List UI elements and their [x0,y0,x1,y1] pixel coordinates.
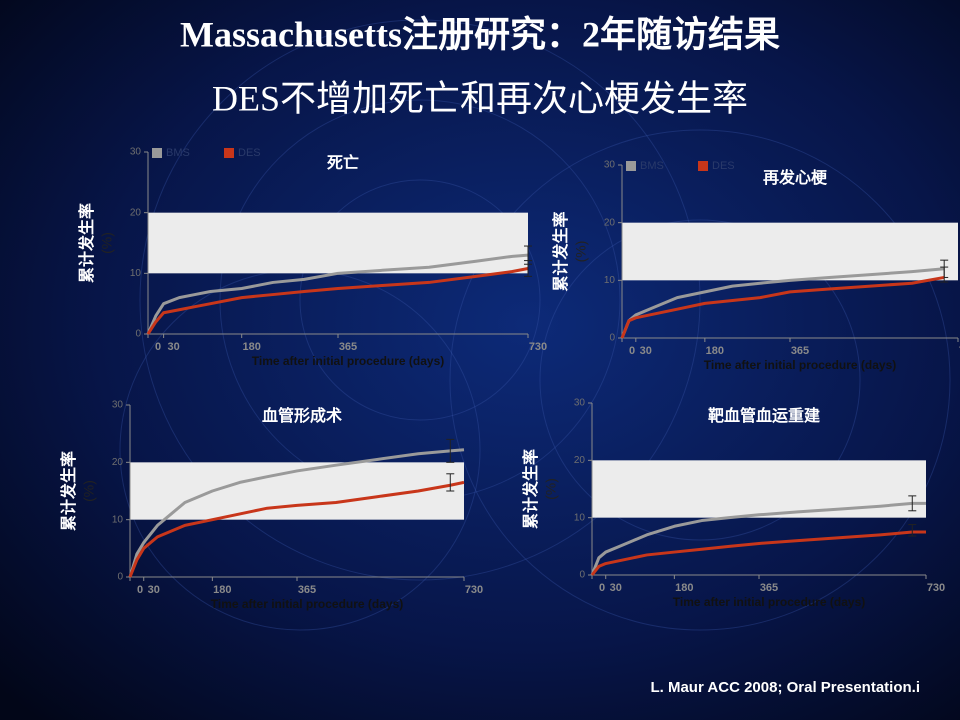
error-bar [446,473,455,492]
x-axis-label: Time after initial procedure (days) [252,354,445,368]
error-bar [940,266,949,283]
y-axis-unit: (%) [99,232,115,254]
y-tick-label: 10 [130,268,142,279]
y-axis-unit: (%) [573,241,589,263]
legend-swatch [698,161,708,171]
chart-title: 血管形成术 [262,406,342,425]
x-axis-label: Time after initial procedure (days) [704,358,897,372]
series-line [146,267,529,335]
highlight-band [148,212,528,274]
y-tick-label: 10 [112,514,124,525]
y-tick-label: 20 [112,457,124,468]
x-tick-label: 730 [529,341,547,353]
error-bar [908,524,917,537]
series-line [128,480,465,578]
x-tick-label: 30 [640,345,652,357]
series-line [128,448,465,578]
slide-title: Massachusetts注册研究：2年随访结果 [180,14,780,54]
y-axis-unit: (%) [543,478,559,500]
citation: L. Maur ACC 2008; Oral Presentation.i [650,679,920,696]
legend-label: BMS [640,160,664,172]
x-tick-label: 30 [610,582,622,594]
chart-panel: 0 10 20 30 0 30 180 365 730 Time after initial pr… [77,147,547,369]
x-axis-label: Time after initial procedure (days) [673,595,866,609]
series-line [590,530,926,576]
x-tick-label: 730 [959,345,960,357]
x-tick-label: 0 [629,345,635,357]
y-tick-label: 0 [135,329,141,340]
x-tick-label: 30 [148,584,160,596]
series-line [620,275,945,339]
y-tick-label: 0 [579,570,585,581]
chart-panel: 0 10 20 30 0 30 180 365 730 Time after initial pr… [521,398,945,610]
chart-title: 靶血管血运重建 [708,406,820,425]
legend-swatch [152,148,162,158]
y-tick-label: 10 [574,512,586,523]
y-axis-label: 累计发生率 [59,451,78,531]
chart-panel: 0 10 20 30 0 30 180 365 730 Time after initial pr… [551,160,960,373]
chart-panel: 0 10 20 30 0 30 180 365 730 Time after initial pr… [59,400,483,612]
y-tick-label: 30 [112,400,124,411]
chart-title: 死亡 [327,153,359,172]
y-axis-unit: (%) [81,480,97,502]
x-tick-label: 180 [243,341,261,353]
y-axis-label: 累计发生率 [521,449,540,529]
legend-swatch [224,148,234,158]
series-line [620,267,945,339]
y-axis-label: 累计发生率 [77,203,96,283]
highlight-band [592,460,926,518]
x-tick-label: 365 [760,582,778,594]
y-tick-label: 30 [130,147,142,158]
legend-label: BMS [166,147,190,159]
x-tick-label: 180 [213,584,231,596]
y-tick-label: 0 [117,572,123,583]
y-tick-label: 30 [574,398,586,409]
highlight-band [622,222,958,281]
error-bar [524,260,532,277]
x-tick-label: 730 [927,582,945,594]
x-tick-label: 180 [706,345,724,357]
y-axis-label: 累计发生率 [551,211,570,291]
x-tick-label: 365 [791,345,809,357]
y-tick-label: 0 [609,333,615,344]
y-tick-label: 30 [604,160,616,171]
x-tick-label: 180 [675,582,693,594]
x-tick-label: 0 [155,341,161,353]
y-tick-label: 10 [604,275,616,286]
slide-subtitle: DES不增加死亡和再次心梗发生率 [212,78,748,118]
x-axis-label: Time after initial procedure (days) [211,597,404,611]
x-tick-label: 30 [167,341,179,353]
x-tick-label: 0 [137,584,143,596]
x-tick-label: 0 [599,582,605,594]
x-tick-label: 365 [298,584,316,596]
chart-title: 再发心梗 [763,168,828,187]
legend-label: DES [238,147,261,159]
x-tick-label: 365 [339,341,357,353]
series-line [146,253,529,335]
error-bar [446,438,455,463]
x-tick-label: 730 [465,584,483,596]
legend-label: DES [712,160,735,172]
y-tick-label: 20 [574,455,586,466]
error-bar [908,495,917,512]
series-line [590,501,926,576]
y-tick-label: 20 [604,217,616,228]
y-tick-label: 20 [130,207,142,218]
legend-swatch [626,161,636,171]
